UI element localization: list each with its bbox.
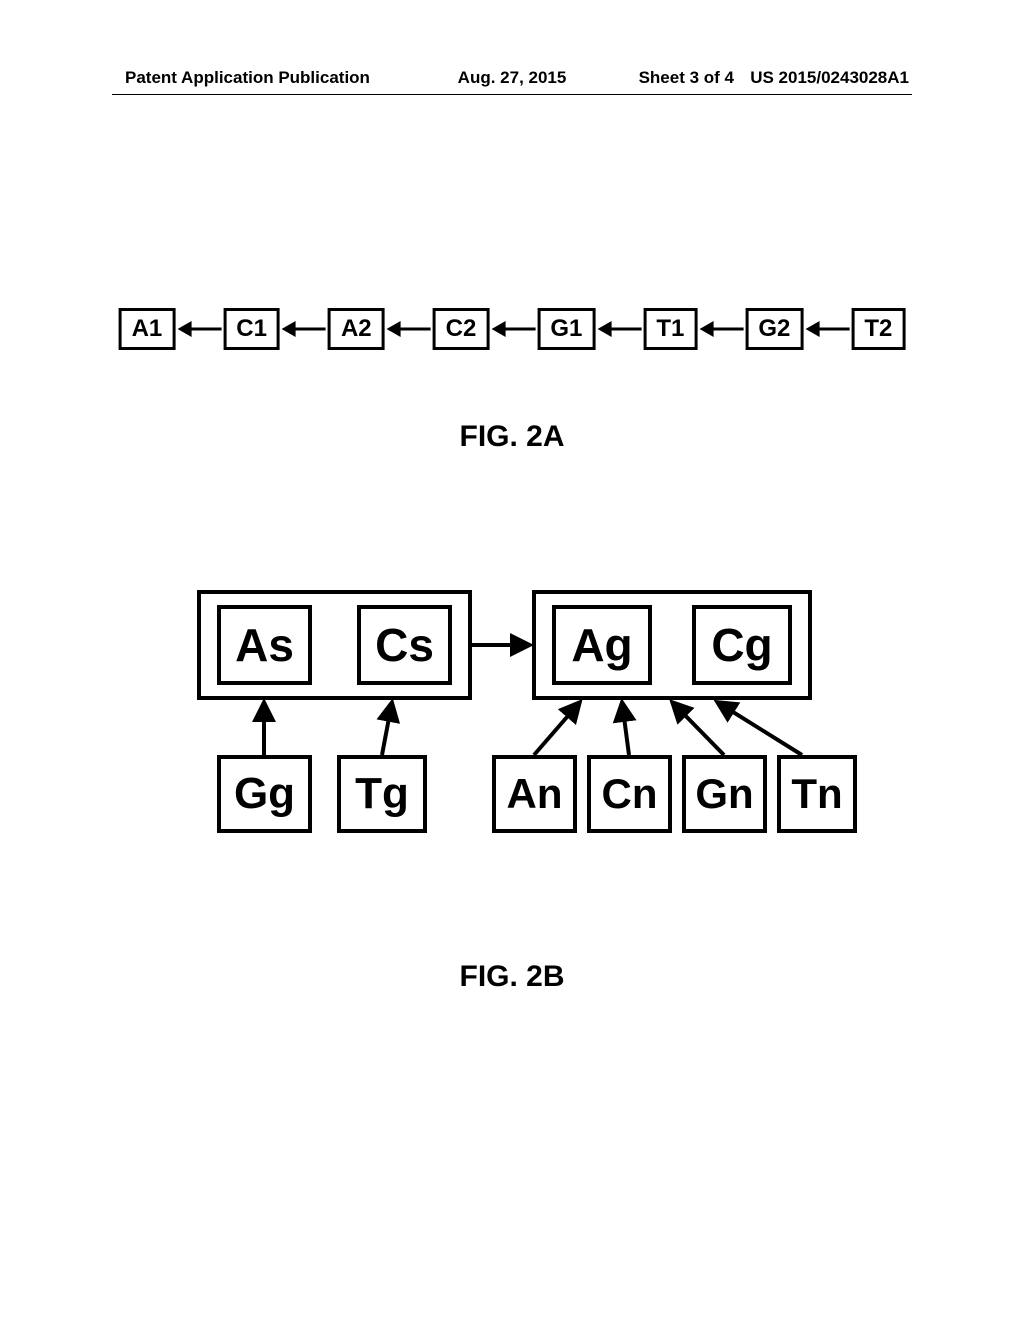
- fig2b-node-Cn: Cn: [587, 755, 672, 833]
- fig2a-arrow: [595, 314, 643, 344]
- header-rule: [112, 94, 912, 95]
- fig2b-node-Cs: Cs: [357, 605, 452, 685]
- fig2b-node-As: As: [217, 605, 312, 685]
- fig2b-edge: [717, 702, 802, 755]
- page: Patent Application Publication Aug. 27, …: [0, 0, 1024, 1320]
- fig2a-node-G1: G1: [537, 308, 595, 350]
- fig2a-node-A2: A2: [328, 308, 385, 350]
- fig2b-diagram: As Cs Ag Cg Gg Tg AnCnGnTn: [162, 560, 862, 880]
- header-left: Patent Application Publication: [125, 68, 370, 88]
- header-sheet: Sheet 3 of 4: [639, 68, 734, 88]
- fig2a-node-C2: C2: [433, 308, 490, 350]
- fig2b-node-An: An: [492, 755, 577, 833]
- fig2a-arrow: [175, 314, 223, 344]
- fig2b-node-Ag: Ag: [552, 605, 652, 685]
- fig2b-node-Gn: Gn: [682, 755, 767, 833]
- fig2b-node-Tg: Tg: [337, 755, 427, 833]
- fig2b-label: FIG. 2B: [459, 960, 564, 994]
- fig2b-edge: [622, 702, 629, 755]
- fig2a-node-T2: T2: [851, 308, 905, 350]
- fig2a-arrow: [697, 314, 745, 344]
- fig2b-node-Tn: Tn: [777, 755, 857, 833]
- fig2a-node-A1: A1: [119, 308, 176, 350]
- fig2a-arrow: [489, 314, 537, 344]
- fig2b-node-Cg: Cg: [692, 605, 792, 685]
- fig2a-node-T1: T1: [643, 308, 697, 350]
- fig2b-edge: [382, 702, 392, 755]
- fig2b-edge: [534, 702, 580, 755]
- fig2a-label: FIG. 2A: [459, 420, 564, 454]
- fig2b-node-Gg: Gg: [217, 755, 312, 833]
- fig2b-edge: [672, 702, 724, 755]
- fig2a-row: A1 C1 A2 C2 G1 T1 G2 T2: [119, 308, 906, 350]
- fig2a-arrow: [385, 314, 433, 344]
- fig2a-arrow: [803, 314, 851, 344]
- header-date: Aug. 27, 2015: [458, 68, 567, 88]
- fig2a-node-G2: G2: [745, 308, 803, 350]
- fig2a-arrow: [280, 314, 328, 344]
- fig2a-node-C1: C1: [223, 308, 280, 350]
- header-pubnum: US 2015/0243028A1: [750, 68, 909, 88]
